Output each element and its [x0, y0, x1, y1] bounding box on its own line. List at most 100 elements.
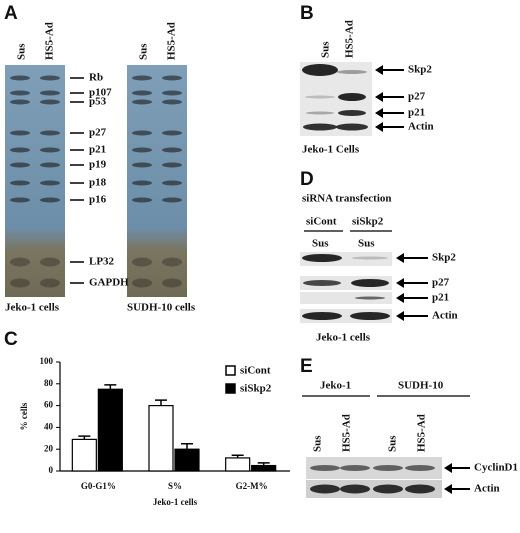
band — [310, 465, 340, 471]
band — [338, 93, 366, 101]
band — [350, 312, 390, 320]
band — [405, 465, 435, 471]
band-label: p21 — [89, 144, 106, 156]
lane-label: Sus — [320, 41, 332, 58]
lane-label: Sus — [138, 43, 150, 60]
error-bar — [155, 399, 167, 406]
group-label: siCont — [306, 216, 337, 228]
lane-label: HS5-Ad — [341, 414, 353, 452]
band — [132, 90, 152, 96]
band — [162, 90, 182, 96]
band — [10, 180, 30, 186]
caption: SUDH-10 cells — [127, 302, 196, 314]
group-label: Jeko-1 — [320, 380, 351, 392]
lane-label: HS5-Ad — [166, 22, 178, 60]
arrowhead — [375, 92, 383, 102]
band — [132, 130, 152, 136]
x-tick-label: G0-G1% — [81, 481, 116, 491]
legend-label: siCont — [240, 365, 271, 377]
band — [162, 180, 182, 186]
band — [40, 197, 60, 203]
band-label: p16 — [89, 194, 107, 206]
arrowhead — [396, 293, 404, 303]
band — [162, 99, 182, 105]
band — [10, 99, 30, 105]
lane-label: Sus — [312, 435, 324, 452]
caption: Jeko-1 cells — [5, 302, 60, 314]
band — [10, 257, 30, 267]
panel-label: A — [4, 3, 18, 24]
band — [355, 296, 385, 300]
band-label: Actin — [474, 483, 500, 495]
bar — [225, 457, 251, 472]
band — [162, 257, 182, 267]
y-tick-label: 100 — [40, 356, 54, 366]
band — [40, 147, 60, 153]
error-bar — [181, 443, 193, 450]
band — [162, 147, 182, 153]
band — [162, 130, 182, 136]
band-label: p19 — [89, 159, 107, 171]
band — [40, 278, 60, 288]
legend-swatch — [225, 383, 236, 394]
band — [162, 162, 182, 168]
band — [10, 75, 30, 81]
lane-label: Sus — [16, 43, 28, 60]
band — [132, 75, 152, 81]
y-tick-label: 40 — [44, 421, 54, 431]
band-label: p21 — [432, 292, 449, 304]
band — [132, 278, 152, 288]
band — [132, 257, 152, 267]
arrowhead — [375, 108, 383, 118]
y-tick-label: 0 — [49, 465, 54, 475]
error-bar — [104, 384, 117, 390]
band — [162, 197, 182, 203]
caption: Jeko-1 cells — [316, 332, 371, 344]
group-label: SUDH-10 — [398, 380, 444, 392]
band-label: Actin — [432, 310, 458, 322]
band-label: p53 — [89, 96, 107, 108]
band-label: p27 — [408, 91, 426, 103]
band — [310, 484, 340, 494]
x-tick-label: S% — [168, 481, 182, 491]
bar — [71, 438, 97, 472]
band — [162, 278, 182, 288]
error-bar — [231, 454, 244, 458]
band-label: Skp2 — [432, 252, 456, 264]
arrowhead — [375, 65, 383, 75]
blot — [300, 292, 392, 304]
lane-label: HS5-Ad — [44, 22, 56, 60]
band — [10, 130, 30, 136]
band — [302, 64, 338, 76]
bar — [174, 448, 200, 472]
error-bar — [257, 462, 270, 466]
band — [302, 254, 342, 262]
band — [10, 162, 30, 168]
band-label: GAPDH — [89, 277, 129, 289]
error-bar — [78, 435, 91, 440]
band — [162, 75, 182, 81]
band-label: LP32 — [89, 256, 115, 268]
lane-label: Sus — [312, 238, 329, 250]
lane-label: Sus — [387, 435, 399, 452]
band — [132, 99, 152, 105]
band — [340, 465, 370, 471]
bar — [251, 464, 277, 472]
band — [40, 75, 60, 81]
band — [132, 147, 152, 153]
band — [373, 484, 403, 494]
band — [132, 180, 152, 186]
band — [303, 123, 337, 131]
band — [10, 278, 30, 288]
arrowhead — [396, 278, 404, 288]
panel-label: C — [4, 329, 18, 350]
band-label: Rb — [89, 72, 103, 84]
y-tick-label: 60 — [44, 400, 54, 410]
band — [10, 90, 30, 96]
band-label: p27 — [89, 127, 107, 139]
band — [305, 95, 335, 99]
band — [10, 197, 30, 203]
band — [303, 280, 341, 286]
band-label: CyclinD1 — [474, 462, 518, 474]
arrowhead — [396, 253, 404, 263]
